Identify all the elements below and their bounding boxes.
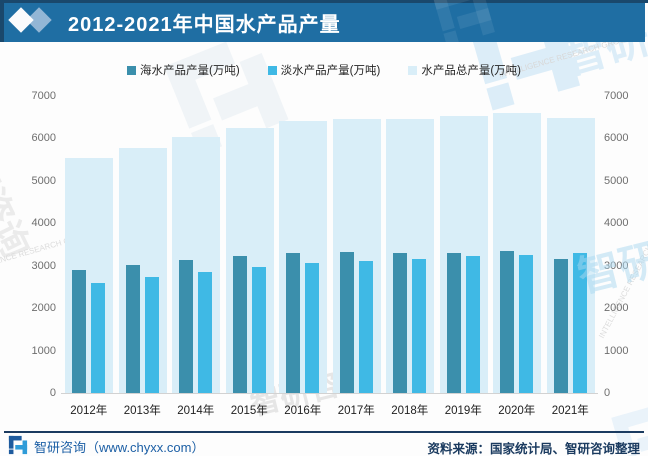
title-bar: 2012-2021年中国水产品产量	[0, 0, 645, 42]
legend-label: 水产品总产量(万吨)	[421, 65, 521, 77]
legend-label: 海水产品产量(万吨)	[139, 65, 240, 77]
x-axis-label: 2013年	[123, 405, 161, 417]
plot-area	[62, 96, 597, 393]
bar-marine	[446, 253, 461, 393]
x-axis-line	[61, 393, 598, 394]
bar-marine	[179, 260, 193, 393]
legend-item: 海水产品产量(万吨)	[126, 62, 240, 78]
y-axis-label-right: 0	[604, 387, 611, 399]
y-axis-label-left: 3000	[31, 259, 56, 272]
legend-item: 淡水产品产量(万吨)	[267, 62, 381, 78]
header-left-border	[0, 0, 4, 42]
y-axis-label-right: 1000	[604, 344, 629, 357]
y-axis-label-left: 7000	[31, 90, 56, 102]
y-axis-label-right: 4000	[604, 217, 629, 230]
chart-legend: 海水产品产量(万吨) 淡水产品产量(万吨) 水产品总产量(万吨)	[0, 62, 648, 78]
x-axis-label: 2014年	[177, 405, 215, 417]
bar-marine	[500, 251, 514, 393]
bar-freshwater	[251, 267, 266, 393]
bar-group	[276, 96, 330, 393]
bar-marine	[125, 265, 140, 393]
brand-logo-icon	[8, 435, 28, 456]
x-axis-label: 2021年	[551, 405, 589, 417]
y-axis-label-right: 6000	[604, 132, 629, 145]
footer-brand-text: 智研咨询（www.chyxx.com）	[34, 440, 205, 455]
bar-group	[490, 96, 544, 393]
bar-marine	[393, 253, 407, 393]
legend-label: 淡水产品产量(万吨)	[280, 65, 381, 77]
y-axis-label-right: 5000	[604, 174, 629, 187]
bar-marine	[286, 253, 300, 393]
bar-freshwater	[465, 256, 480, 393]
footer-divider	[4, 431, 644, 433]
y-axis-label-left: 4000	[31, 217, 56, 230]
bar-freshwater	[144, 277, 159, 393]
bar-group	[116, 96, 170, 393]
y-axis-label-left: 6000	[31, 132, 56, 145]
y-axis-label-right: 3000	[604, 259, 629, 272]
bar-group	[169, 96, 223, 393]
bar-marine	[339, 252, 354, 393]
bar-group	[437, 96, 491, 393]
footer-brand: 智研咨询（www.chyxx.com）	[8, 435, 204, 456]
bar-freshwater	[572, 253, 587, 393]
x-axis-label: 2016年	[284, 405, 322, 417]
legend-marker-icon	[126, 65, 136, 75]
bar-freshwater	[519, 255, 533, 393]
diamond-icon	[8, 7, 34, 33]
bar-group	[62, 96, 116, 393]
x-axis-label: 2015年	[230, 405, 268, 417]
x-axis-label: 2019年	[444, 405, 482, 417]
bar-freshwater	[358, 261, 373, 393]
x-axis-label: 2012年	[70, 405, 108, 417]
bar-freshwater	[305, 263, 319, 393]
bar-freshwater	[198, 272, 212, 393]
bar-group	[544, 96, 598, 393]
y-axis-label-left: 1000	[31, 344, 56, 357]
y-axis-label-left: 0	[49, 387, 56, 399]
y-axis-label-left: 5000	[31, 174, 56, 187]
bar-marine	[232, 256, 247, 393]
bar-freshwater	[91, 283, 105, 393]
x-axis-label: 2018年	[391, 405, 429, 417]
legend-item: 水产品总产量(万吨)	[408, 62, 521, 78]
header-top-border	[0, 0, 648, 3]
bar-group	[330, 96, 384, 393]
legend-marker-icon	[267, 65, 277, 75]
x-axis-label: 2020年	[498, 405, 536, 417]
bar-marine	[553, 259, 568, 393]
y-axis-label-left: 2000	[31, 302, 56, 315]
bar-marine	[72, 270, 86, 393]
x-axis-label: 2017年	[337, 405, 375, 417]
page-title: 2012-2021年中国水产品产量	[68, 14, 341, 36]
bar-group	[223, 96, 277, 393]
bar-group	[383, 96, 437, 393]
y-axis-label-right: 7000	[604, 90, 629, 102]
y-axis-label-right: 2000	[604, 302, 629, 315]
footer-source: 资料来源：国家统计局、智研咨询整理	[427, 442, 640, 456]
bar-freshwater	[412, 259, 426, 393]
watermark-text: INTELLIGENCE RESEARCH GROUP	[597, 215, 648, 340]
legend-marker-icon	[408, 65, 418, 75]
